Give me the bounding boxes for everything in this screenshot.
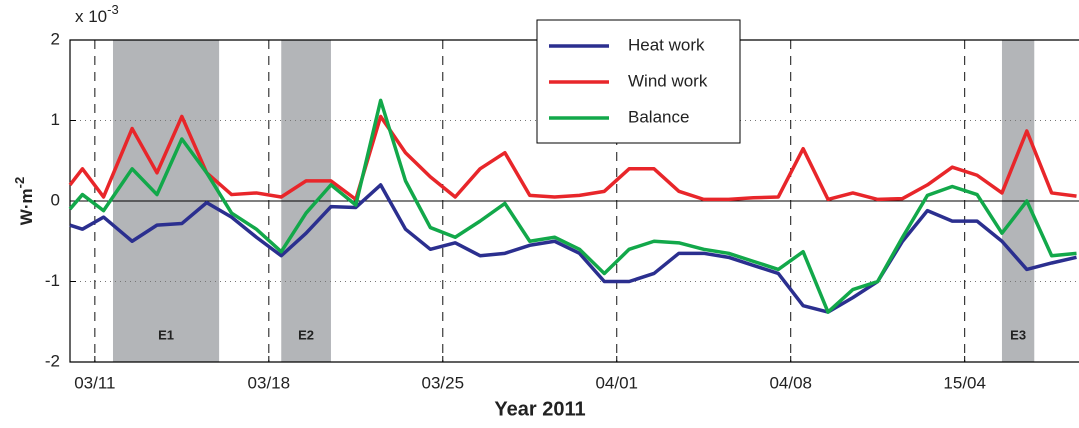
y-scale-exponent: -3 bbox=[107, 2, 119, 17]
legend-label: Balance bbox=[628, 107, 689, 126]
y-tick-label: -1 bbox=[45, 271, 60, 290]
event-label: E2 bbox=[298, 327, 314, 342]
legend: Heat work Wind work Balance bbox=[536, 19, 741, 144]
y-tick-label: 0 bbox=[51, 190, 60, 209]
y-axis-label: W·m-2 bbox=[12, 177, 36, 225]
x-tick-label: 04/01 bbox=[595, 373, 638, 392]
y-label-exponent: -2 bbox=[12, 177, 27, 189]
x-tick-label: 04/08 bbox=[769, 373, 812, 392]
y-tick-label: 2 bbox=[51, 29, 60, 48]
y-scale: x 10-3 bbox=[75, 2, 119, 26]
x-tick-label: 03/11 bbox=[74, 373, 115, 392]
event-label: E1 bbox=[158, 327, 174, 342]
line-series bbox=[68, 98, 1077, 314]
x-tick-label: 03/18 bbox=[248, 373, 291, 392]
y-tick-label: 1 bbox=[51, 110, 60, 129]
legend-label: Heat work bbox=[628, 35, 705, 54]
y-scale-base: x 10 bbox=[75, 7, 107, 26]
line-series bbox=[68, 114, 1077, 202]
x-tick-label: 15/04 bbox=[943, 373, 986, 392]
event-label: E3 bbox=[1010, 327, 1026, 342]
legend-label: Wind work bbox=[628, 71, 708, 90]
line-series bbox=[69, 183, 1077, 314]
x-tick-label: 03/25 bbox=[422, 373, 465, 392]
y-tick-label: -2 bbox=[45, 351, 60, 370]
y-label-base: W·m bbox=[17, 188, 36, 225]
x-axis-label: Year 2011 bbox=[494, 398, 585, 420]
